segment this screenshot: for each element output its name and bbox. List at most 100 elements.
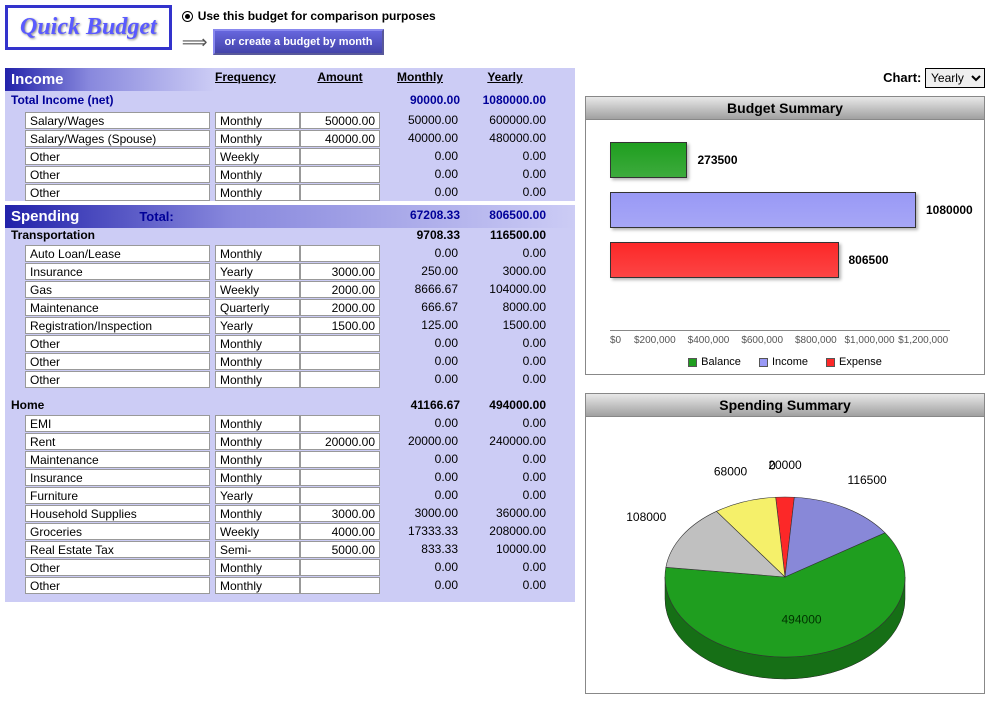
row-label[interactable]: Registration/Inspection bbox=[25, 317, 210, 334]
row-label[interactable]: Maintenance bbox=[25, 299, 210, 316]
row-amount[interactable] bbox=[300, 148, 380, 165]
row-frequency[interactable]: Quarterly bbox=[215, 299, 300, 316]
row-amount[interactable] bbox=[300, 577, 380, 594]
row-monthly: 0.00 bbox=[380, 166, 460, 182]
row-amount[interactable] bbox=[300, 487, 380, 504]
row-frequency[interactable]: Monthly bbox=[215, 415, 300, 432]
row-label[interactable]: Other bbox=[25, 559, 210, 576]
row-label[interactable]: Gas bbox=[25, 281, 210, 298]
row-monthly: 125.00 bbox=[380, 317, 460, 333]
row-monthly: 17333.33 bbox=[380, 523, 460, 539]
row-label[interactable]: Other bbox=[25, 148, 210, 165]
row-yearly: 0.00 bbox=[460, 335, 550, 351]
row-amount[interactable]: 20000.00 bbox=[300, 433, 380, 450]
row-label[interactable]: Real Estate Tax bbox=[25, 541, 210, 558]
chart-select[interactable]: Yearly bbox=[925, 68, 985, 88]
row-amount[interactable] bbox=[300, 451, 380, 468]
row-amount[interactable] bbox=[300, 469, 380, 486]
row-yearly: 208000.00 bbox=[460, 523, 550, 539]
row-monthly: 0.00 bbox=[380, 415, 460, 431]
row-yearly: 240000.00 bbox=[460, 433, 550, 449]
row-frequency[interactable]: Monthly bbox=[215, 335, 300, 352]
table-row: Salary/Wages (Spouse)Monthly40000.004000… bbox=[5, 129, 575, 147]
row-frequency[interactable]: Monthly bbox=[215, 245, 300, 262]
row-frequency[interactable]: Monthly bbox=[215, 130, 300, 147]
comparison-radio-label: Use this budget for comparison purposes bbox=[198, 9, 436, 23]
row-amount[interactable] bbox=[300, 353, 380, 370]
table-row: Gas Weekly2000.008666.67104000.00 bbox=[5, 280, 575, 298]
row-yearly: 0.00 bbox=[460, 577, 550, 593]
row-frequency[interactable]: Weekly bbox=[215, 281, 300, 298]
row-label[interactable]: Salary/Wages bbox=[25, 112, 210, 129]
row-amount[interactable]: 5000.00 bbox=[300, 541, 380, 558]
chart-label: Chart: bbox=[883, 70, 921, 85]
row-label[interactable]: Maintenance bbox=[25, 451, 210, 468]
table-row: Real Estate TaxSemi-Annually5000.00833.3… bbox=[5, 540, 575, 558]
row-frequency[interactable]: Yearly bbox=[215, 487, 300, 504]
row-amount[interactable] bbox=[300, 415, 380, 432]
row-frequency[interactable]: Yearly bbox=[215, 317, 300, 334]
svg-text:108000: 108000 bbox=[626, 510, 666, 524]
row-label[interactable]: Other bbox=[25, 184, 210, 201]
row-label[interactable]: Salary/Wages (Spouse) bbox=[25, 130, 210, 147]
row-amount[interactable]: 3000.00 bbox=[300, 263, 380, 280]
row-monthly: 0.00 bbox=[380, 184, 460, 200]
row-label[interactable]: Other bbox=[25, 577, 210, 594]
row-amount[interactable] bbox=[300, 335, 380, 352]
row-monthly: 0.00 bbox=[380, 559, 460, 575]
row-frequency[interactable]: Weekly bbox=[215, 523, 300, 540]
row-amount[interactable]: 4000.00 bbox=[300, 523, 380, 540]
income-total-label: Total Income (net) bbox=[11, 93, 215, 107]
row-frequency[interactable]: Monthly bbox=[215, 371, 300, 388]
row-amount[interactable] bbox=[300, 559, 380, 576]
row-label[interactable]: Furniture bbox=[25, 487, 210, 504]
row-label[interactable]: Insurance bbox=[25, 263, 210, 280]
row-amount[interactable] bbox=[300, 166, 380, 183]
row-amount[interactable] bbox=[300, 184, 380, 201]
row-frequency[interactable]: Monthly bbox=[215, 451, 300, 468]
row-label[interactable]: Other bbox=[25, 371, 210, 388]
comparison-radio[interactable] bbox=[182, 11, 193, 22]
row-label[interactable]: Auto Loan/Lease bbox=[25, 245, 210, 262]
row-frequency[interactable]: Monthly bbox=[215, 433, 300, 450]
row-monthly: 8666.67 bbox=[380, 281, 460, 297]
row-monthly: 20000.00 bbox=[380, 433, 460, 449]
row-label[interactable]: Other bbox=[25, 353, 210, 370]
row-amount[interactable]: 50000.00 bbox=[300, 112, 380, 129]
row-frequency[interactable]: Monthly bbox=[215, 184, 300, 201]
row-label[interactable]: Household Supplies bbox=[25, 505, 210, 522]
row-frequency[interactable]: Semi-Annually bbox=[215, 541, 300, 558]
row-frequency[interactable]: Monthly bbox=[215, 353, 300, 370]
row-frequency[interactable]: Monthly bbox=[215, 112, 300, 129]
row-amount[interactable]: 2000.00 bbox=[300, 281, 380, 298]
row-frequency[interactable]: Monthly bbox=[215, 469, 300, 486]
row-amount[interactable]: 1500.00 bbox=[300, 317, 380, 334]
legend-item: Income bbox=[759, 356, 808, 368]
row-frequency[interactable]: Weekly bbox=[215, 148, 300, 165]
row-amount[interactable]: 40000.00 bbox=[300, 130, 380, 147]
row-frequency[interactable]: Monthly bbox=[215, 559, 300, 576]
row-amount[interactable] bbox=[300, 245, 380, 262]
row-label[interactable]: Insurance bbox=[25, 469, 210, 486]
row-amount[interactable]: 2000.00 bbox=[300, 299, 380, 316]
row-label[interactable]: EMI bbox=[25, 415, 210, 432]
row-yearly: 104000.00 bbox=[460, 281, 550, 297]
spending-total-yearly: 806500.00 bbox=[460, 208, 550, 222]
create-budget-button[interactable]: or create a budget by month bbox=[213, 29, 385, 55]
row-yearly: 0.00 bbox=[460, 415, 550, 431]
row-label[interactable]: Other bbox=[25, 166, 210, 183]
row-label[interactable]: Other bbox=[25, 335, 210, 352]
table-row: OtherMonthly0.000.00 bbox=[5, 370, 575, 388]
row-frequency[interactable]: Monthly bbox=[215, 166, 300, 183]
row-frequency[interactable]: Monthly bbox=[215, 505, 300, 522]
row-amount[interactable] bbox=[300, 371, 380, 388]
row-amount[interactable]: 3000.00 bbox=[300, 505, 380, 522]
row-label[interactable]: Groceries bbox=[25, 523, 210, 540]
row-label[interactable]: Rent bbox=[25, 433, 210, 450]
row-frequency[interactable]: Yearly bbox=[215, 263, 300, 280]
row-frequency[interactable]: Monthly bbox=[215, 577, 300, 594]
row-yearly: 600000.00 bbox=[460, 112, 550, 128]
row-monthly: 0.00 bbox=[380, 353, 460, 369]
table-row: Groceries Weekly4000.0017333.33208000.00 bbox=[5, 522, 575, 540]
table-row: OtherMonthly0.000.00 bbox=[5, 165, 575, 183]
